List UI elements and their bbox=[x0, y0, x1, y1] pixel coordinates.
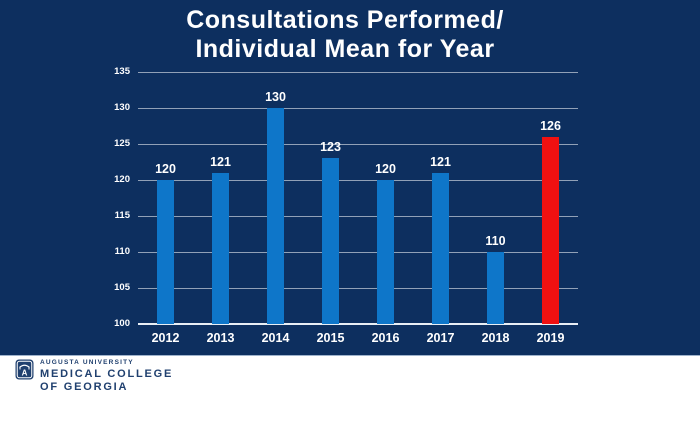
x-tick-label-2017: 2017 bbox=[426, 331, 455, 345]
bar-value-label-2017: 121 bbox=[430, 154, 451, 169]
x-tick-label-2019: 2019 bbox=[536, 331, 565, 345]
x-tick-label-2016: 2016 bbox=[371, 331, 400, 345]
x-tick-label-2012: 2012 bbox=[151, 331, 180, 345]
bar-value-label-2014: 130 bbox=[265, 90, 286, 104]
chart-panel: Consultations Performed/ Individual Mean… bbox=[0, 0, 700, 356]
footer-brand-bar: A AUGUSTA UNIVERSITY MEDICAL COLLEGE OF … bbox=[0, 357, 700, 425]
gridline-135 bbox=[138, 71, 578, 73]
bar-2019 bbox=[542, 136, 559, 324]
y-tick-label-120: 120 bbox=[114, 174, 130, 185]
bar-value-label-2019: 126 bbox=[540, 118, 561, 133]
gridline-120 bbox=[138, 179, 578, 181]
bar-value-label-2016: 120 bbox=[375, 162, 396, 176]
footer-wordmark: AUGUSTA UNIVERSITY MEDICAL COLLEGE OF GE… bbox=[40, 359, 173, 393]
bar-value-label-2015: 123 bbox=[320, 140, 341, 155]
bar-2015 bbox=[322, 158, 339, 324]
x-tick-label-2015: 2015 bbox=[316, 331, 345, 345]
y-tick-label-135: 135 bbox=[114, 66, 130, 77]
bar-2013 bbox=[212, 172, 229, 324]
bar-2016 bbox=[377, 180, 394, 324]
chart-title-line1: Consultations Performed/ bbox=[186, 6, 504, 34]
gridline-125 bbox=[138, 143, 578, 145]
bar-2012 bbox=[157, 180, 174, 324]
gridline-105 bbox=[138, 287, 578, 289]
footer-university-name: AUGUSTA UNIVERSITY bbox=[40, 359, 134, 366]
y-tick-label-110: 110 bbox=[114, 246, 130, 257]
gridline-130 bbox=[138, 107, 578, 109]
x-axis-line bbox=[138, 323, 578, 325]
bar-value-label-2013: 121 bbox=[210, 154, 231, 169]
bar-2018 bbox=[487, 252, 504, 324]
footer-college-line2: OF GEORGIA bbox=[40, 381, 129, 393]
footer-college-line1: MEDICAL COLLEGE bbox=[40, 368, 174, 380]
x-tick-label-2018: 2018 bbox=[481, 331, 510, 345]
gridline-110 bbox=[138, 251, 578, 253]
y-tick-label-105: 105 bbox=[114, 282, 130, 293]
bar-2017 bbox=[432, 172, 449, 324]
chart-title-line2: Individual Mean for Year bbox=[195, 35, 495, 63]
svg-text:A: A bbox=[22, 369, 28, 378]
y-tick-label-125: 125 bbox=[114, 138, 130, 149]
x-tick-label-2014: 2014 bbox=[261, 331, 290, 345]
gridline-115 bbox=[138, 215, 578, 217]
bar-value-label-2018: 110 bbox=[485, 234, 506, 248]
bar-chart-plot-area: 100 105 110 115 120 125 130 135 120 2012 121 2013 13… bbox=[114, 66, 578, 345]
augusta-university-shield-icon: A bbox=[15, 359, 34, 380]
x-tick-label-2013: 2013 bbox=[206, 331, 235, 345]
y-tick-label-130: 130 bbox=[114, 102, 130, 113]
bar-2014 bbox=[267, 108, 284, 324]
chart-title: Consultations Performed/ Individual Mean… bbox=[0, 6, 690, 64]
y-tick-label-100: 100 bbox=[114, 318, 130, 329]
y-tick-label-115: 115 bbox=[114, 210, 130, 221]
bar-value-label-2012: 120 bbox=[155, 162, 176, 176]
